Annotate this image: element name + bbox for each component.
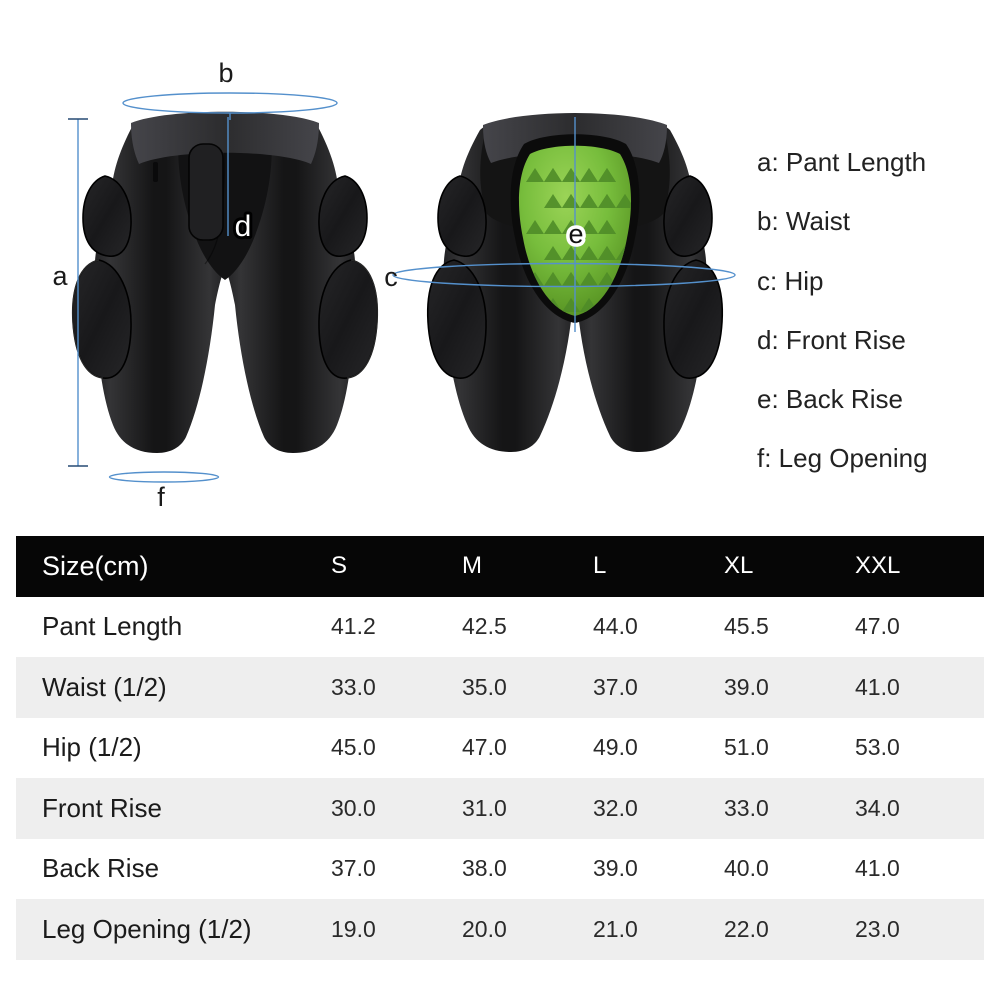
svg-text:a: a (52, 261, 68, 291)
svg-text:c: c (384, 262, 398, 292)
svg-text:b: b (218, 58, 233, 88)
svg-text:d: d (235, 210, 252, 243)
svg-text:f: f (157, 482, 165, 512)
svg-text:e: e (568, 219, 583, 249)
